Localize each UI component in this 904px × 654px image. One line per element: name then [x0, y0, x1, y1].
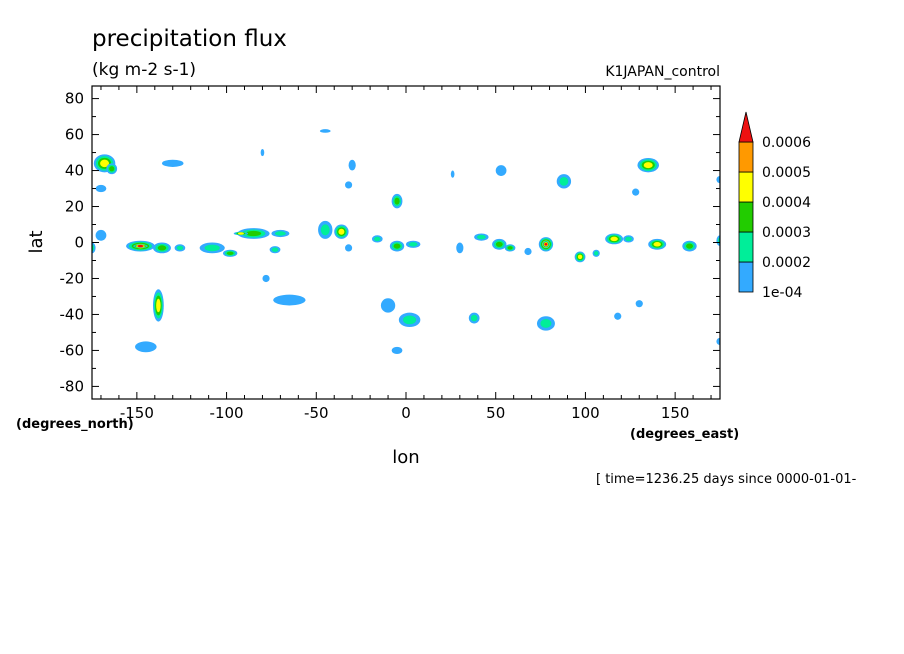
x-tick-label: -50 [304, 404, 329, 422]
colorbar-extend-triangle [738, 111, 754, 143]
contour-blob-45-level-1 [559, 176, 569, 186]
contour-blob-23-level-3 [338, 228, 345, 235]
colorbar-legend: 1e-04 0.0002 0.0003 0.0004 0.0005 0.0006 [738, 111, 811, 301]
x-tick-label: 50 [486, 404, 505, 422]
contour-blob-32-level-1 [403, 315, 417, 325]
contour-blob-37-level-2 [495, 241, 503, 247]
contour-blob-0-level-3 [100, 159, 110, 168]
x-tick-label: 150 [661, 404, 690, 422]
contour-blob-42-level-5 [544, 243, 548, 246]
contour-blob-55-level-2 [686, 243, 693, 249]
contour-blob-12-level-1 [204, 244, 220, 252]
contour-blob-58-level-0 [716, 337, 720, 346]
contour-blob-35-level-0 [456, 242, 464, 254]
y-tick-label: 60 [65, 126, 84, 144]
contour-blob-11-level-0 [161, 159, 184, 167]
y-tick-label: 80 [65, 90, 84, 108]
contour-blob-3-level-0 [95, 229, 107, 241]
contour-blob-19-level-0 [273, 294, 306, 306]
contour-blob-51-level-3 [643, 162, 653, 169]
x-tick-label: 100 [571, 404, 600, 422]
y-tick-label: -40 [60, 305, 85, 323]
contour-blob-18-level-0 [262, 274, 270, 283]
y-tick-label: 40 [65, 162, 84, 180]
dataset-label: K1JAPAN_control [605, 64, 720, 80]
colorbar-label: 0.0003 [762, 225, 811, 241]
contour-blob-22-level-1 [320, 224, 330, 236]
y-tick-label: -60 [60, 341, 85, 359]
plot-background [92, 86, 720, 399]
colorbar-label: 0.0004 [762, 195, 811, 211]
contour-blob-21-level-0 [319, 129, 331, 133]
contour-blob-7-level-2 [157, 245, 167, 251]
colorbar-box [738, 171, 754, 203]
y-tick-label: -20 [60, 269, 85, 287]
contour-blob-10-level-0 [135, 341, 157, 353]
contour-blob-15-level-3 [237, 232, 244, 235]
contour-blob-34-level-0 [450, 170, 455, 178]
contour-blob-30-level-1 [408, 242, 418, 247]
x-tick-label: 0 [401, 404, 411, 422]
contour-blob-44-level-1 [540, 319, 552, 328]
contour-blob-40-level-0 [495, 165, 507, 176]
colorbar-box [738, 141, 754, 173]
x-tick-label: -100 [210, 404, 244, 422]
contour-blob-47-level-1 [594, 251, 599, 256]
contour-blob-50-level-3 [653, 242, 661, 247]
x-units-label: (degrees_east) [630, 427, 739, 442]
contour-blob-49-level-1 [625, 236, 632, 242]
contour-blob-29-level-2 [393, 243, 401, 249]
contour-blob-36-level-1 [476, 234, 486, 240]
contour-blob-20-level-0 [260, 148, 265, 157]
colorbar-box [738, 231, 754, 263]
contour-blob-43-level-0 [524, 247, 532, 256]
y-tick-label: 20 [65, 198, 84, 216]
colorbar-box [738, 261, 754, 293]
contour-blob-46-level-3 [577, 254, 583, 260]
colorbar-box [738, 201, 754, 233]
contour-blob-31-level-0 [380, 298, 396, 313]
contour-blob-6-level-5 [137, 244, 143, 248]
y-tick-label: 0 [74, 234, 84, 252]
contour-blob-39-level-1 [470, 314, 478, 322]
contour-blob-9-level-3 [156, 298, 161, 313]
contour-blob-1-level-2 [109, 166, 115, 172]
contour-blob-54-level-0 [614, 312, 622, 320]
contour-blob-2-level-0 [95, 184, 107, 193]
contour-blob-26-level-0 [348, 159, 356, 171]
chart-units: (kg m-2 s-1) [92, 60, 196, 80]
contour-blob-38-level-2 [507, 246, 513, 250]
contour-blob-13-level-2 [226, 251, 234, 256]
contour-blob-33-level-0 [391, 346, 403, 355]
axis-ticks: -150 -100 -50 0 50 100 150 80 60 40 20 0 -20 -40 -60 -8… [60, 86, 720, 422]
x-tick-label: -150 [120, 404, 154, 422]
contour-blob-48-level-3 [610, 236, 618, 242]
contour-blob-17-level-1 [271, 247, 279, 252]
contour-blob-16-level-1 [274, 231, 286, 236]
precipitation-contours [92, 129, 720, 355]
contour-blob-52-level-0 [632, 188, 640, 196]
contour-blob-8-level-1 [176, 245, 184, 251]
chart-title: precipitation flux [92, 26, 287, 52]
contour-blob-28-level-2 [394, 197, 400, 205]
contour-blob-57-level-0 [716, 175, 720, 184]
contour-blob-14-level-2 [245, 230, 262, 237]
colorbar-label: 0.0006 [762, 135, 811, 151]
contour-blob-25-level-1 [374, 236, 381, 242]
colorbar-label: 0.0005 [762, 165, 811, 181]
contour-blob-27-level-0 [344, 181, 353, 189]
contour-blob-53-level-0 [635, 300, 643, 308]
x-axis-label: lon [392, 447, 419, 468]
y-units-label: (degrees_north) [16, 417, 134, 432]
y-axis-label: lat [26, 230, 47, 253]
y-tick-label: -80 [60, 377, 85, 395]
time-label: [ time=1236.25 days since 0000-01-01- [596, 472, 857, 487]
colorbar-label: 0.0002 [762, 255, 811, 271]
contour-blob-24-level-0 [344, 244, 353, 252]
colorbar-label: 1e-04 [762, 285, 802, 301]
